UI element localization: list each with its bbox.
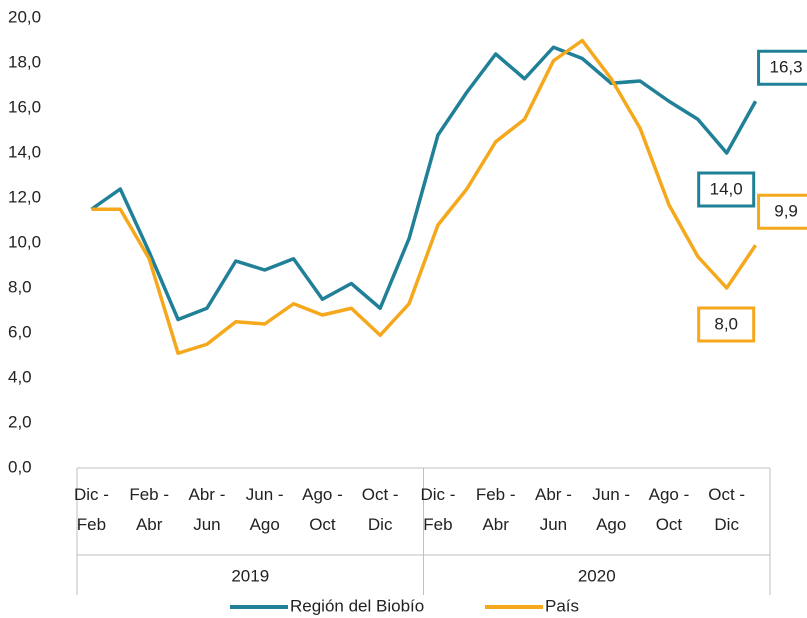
y-tick-label: 18,0 [8,52,41,71]
y-tick-label: 14,0 [8,142,41,161]
group-label: 2020 [578,566,616,585]
x-tick-label: Feb - Abr [475,485,516,534]
series-line [90,45,758,322]
y-tick-label: 0,0 [8,457,32,476]
x-tick-label: Oct - Dic [361,485,399,534]
x-tick-label: Dic - Feb [420,485,456,534]
x-tick-label: Dic - Feb [73,485,109,534]
x-tick-label: Ago - Oct [302,485,343,534]
y-tick-label: 10,0 [8,232,41,251]
x-tick-label: Jun - Ago [592,485,631,534]
y-tick-label: 20,0 [8,7,41,26]
data-label: 8,0 [714,314,738,333]
data-label-box [757,49,807,86]
series-line [91,38,758,355]
data-label-box [757,193,807,230]
data-label: 9,9 [774,202,798,221]
x-tick-label: Abr - Jun [535,485,572,534]
x-tick-label: Abr - Jun [188,485,226,534]
y-tick-label: 4,0 [8,367,32,386]
y-tick-label: 12,0 [8,187,41,206]
y-tick-label: 2,0 [8,412,32,431]
x-tick-label: Ago - Oct [648,485,690,534]
y-tick-label: 6,0 [8,322,32,341]
group-label: 2019 [231,566,269,585]
data-label-box [697,171,756,208]
y-tick-label: 16,0 [8,97,41,116]
y-tick-label: 8,0 [8,277,32,296]
data-label: 16,3 [770,58,803,77]
legend-label: País [545,596,579,615]
x-tick-label: Jun - Ago [245,485,284,534]
x-tick-label: Oct - Dic [708,485,746,534]
data-label-box [697,306,756,343]
x-tick-label: Feb - Abr [129,485,170,534]
data-label: 14,0 [710,179,743,198]
legend-label: Región del Biobío [290,596,424,615]
